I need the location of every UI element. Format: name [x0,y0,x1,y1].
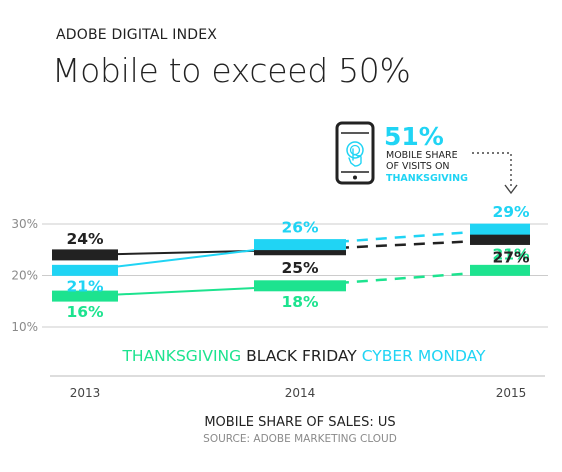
callout-line-2: OF VISITS ON [386,161,450,172]
data-label-thanksgiving: 16% [66,303,104,321]
data-label-black_friday: 25% [281,259,319,277]
data-label-black_friday: 27% [492,248,530,266]
footer-title: MOBILE SHARE OF SALES: US [204,415,395,430]
data-label-cyber_monday: 29% [492,203,530,221]
x-tick-label: 2013 [70,386,101,400]
x-tick-label: 2014 [285,386,316,400]
x-tick-label: 2015 [496,386,527,400]
callout-line-1: MOBILE SHARE [386,150,458,161]
chart-kicker: ADOBE DIGITAL INDEX [56,27,218,43]
legend-cyber-monday: CYBER MONDAY [362,347,486,365]
data-label-cyber_monday: 26% [281,219,319,237]
legend-black-friday: BLACK FRIDAY [246,347,357,365]
y-tick-label: 10% [11,320,38,334]
data-label-thanksgiving: 21% [492,245,530,263]
arrow-down-icon [504,184,518,195]
gridlines [42,223,548,328]
x-axis-tick-labels: 2013 2014 2015 [70,386,527,400]
callout-pointer [472,152,512,188]
data-point-thanksgiving [254,280,346,292]
data-point-black_friday [470,233,530,245]
smartphone-tap-icon [335,121,375,185]
data-point-cyber_monday [52,264,118,276]
data-point-thanksgiving [470,264,530,276]
data-labels: 16%18%21%24%25%27%21%26%29% [66,203,530,321]
callout: 51% MOBILE SHARE OF VISITS ON THANKSGIVI… [335,121,518,195]
callout-line-3: THANKSGIVING [386,173,468,184]
data-point-cyber_monday [470,223,530,235]
y-tick-label: 20% [11,269,38,283]
chart-title: Mobile to exceed 50% [52,51,411,90]
data-label-black_friday: 24% [66,230,104,248]
series-bars [52,223,530,302]
data-point-cyber_monday [254,239,346,251]
data-label-cyber_monday: 21% [66,277,104,295]
footer-source: SOURCE: ADOBE MARKETING CLOUD [203,433,397,445]
legend: THANKSGIVING BLACK FRIDAY CYBER MONDAY [121,347,486,365]
legend-thanksgiving: THANKSGIVING [121,347,241,365]
data-point-black_friday [52,249,118,261]
callout-value: 51% [384,122,444,151]
y-axis-tick-labels: 10% 20% 30% [11,217,38,334]
y-tick-label: 30% [11,217,38,231]
data-label-thanksgiving: 18% [281,293,319,311]
data-point-thanksgiving [52,290,118,302]
